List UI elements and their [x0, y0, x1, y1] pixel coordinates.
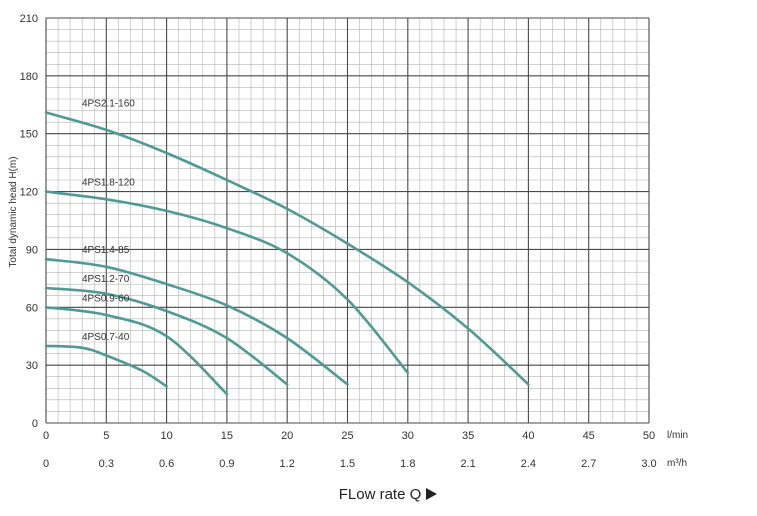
- x-tick-label-m3h: 2.4: [521, 458, 536, 470]
- series-line: [44, 344, 168, 388]
- x-tick-label-lmin: 45: [583, 430, 595, 442]
- x-tick-label-m3h: 0.3: [99, 458, 114, 470]
- x-tick-label-m3h: 0.6: [159, 458, 174, 470]
- arrow-right-icon: [426, 488, 437, 500]
- x-tick-label-lmin: 30: [402, 430, 414, 442]
- x-tick-label-lmin: 5: [103, 430, 109, 442]
- x-axis-ticks-m3h: 0 0.3 0.6 0.9 1.2 1.5 1.8 2.1 2.4 2.7 3.0: [43, 458, 657, 470]
- pump-curves: [44, 111, 530, 396]
- major-grid: [45, 17, 650, 424]
- series-label: 4PS1.8-120: [82, 178, 135, 189]
- series-label: 4PS2.1-160: [82, 99, 135, 110]
- series-label: 4PS0.9-60: [82, 293, 130, 304]
- x-tick-label-m3h: 0.9: [219, 458, 234, 470]
- series-line: [44, 257, 349, 386]
- x-tick-label-m3h: 3.0: [641, 458, 656, 470]
- x-unit-m3h: m³/h: [667, 458, 687, 469]
- y-tick-label: 120: [20, 187, 38, 199]
- y-tick-label: 0: [32, 418, 38, 430]
- y-tick-label: 180: [20, 71, 38, 83]
- x-axis-ticks-lmin: 0 5 10 15 20 25 30 35 40 45 50: [43, 430, 655, 442]
- x-tick-label-lmin: 10: [160, 430, 172, 442]
- x-tick-label-lmin: 20: [281, 430, 293, 442]
- series-label: 4PS1.4-85: [82, 245, 130, 256]
- x-tick-label-lmin: 35: [462, 430, 474, 442]
- x-tick-label-lmin: 40: [522, 430, 534, 442]
- x-tick-label-lmin: 25: [341, 430, 353, 442]
- x-tick-label-lmin: 0: [43, 430, 49, 442]
- series-line: [44, 111, 530, 386]
- x-tick-label-lmin: 15: [221, 430, 233, 442]
- x-axis-title: FLow rate Q: [339, 486, 422, 503]
- y-axis-ticks: 0 30 60 90 120 150 180 210: [20, 13, 38, 430]
- x-tick-label-lmin: 50: [643, 430, 655, 442]
- series-label: 4PS0.7-40: [82, 332, 130, 343]
- series-line: [44, 190, 410, 375]
- x-unit-lmin: l/min: [667, 430, 688, 441]
- x-tick-label-m3h: 1.5: [340, 458, 355, 470]
- y-tick-label: 210: [20, 13, 38, 25]
- series-line: [44, 306, 229, 396]
- x-tick-label-m3h: 1.2: [280, 458, 295, 470]
- y-tick-label: 150: [20, 129, 38, 141]
- y-axis-title: Total dynamic head H(m): [8, 156, 19, 267]
- x-tick-label-m3h: 1.8: [400, 458, 415, 470]
- series-line: [44, 286, 289, 386]
- series-label: 4PS1.2-70: [82, 274, 130, 285]
- y-tick-label: 90: [26, 244, 38, 256]
- x-tick-label-m3h: 2.1: [460, 458, 475, 470]
- curve-labels: 4PS2.1-160 4PS1.8-120 4PS1.4-85 4PS1.2-70 4P…: [82, 99, 135, 343]
- y-tick-label: 30: [26, 360, 38, 372]
- y-tick-label: 60: [26, 302, 38, 314]
- x-tick-label-m3h: 2.7: [581, 458, 596, 470]
- x-tick-label-m3h: 0: [43, 458, 49, 470]
